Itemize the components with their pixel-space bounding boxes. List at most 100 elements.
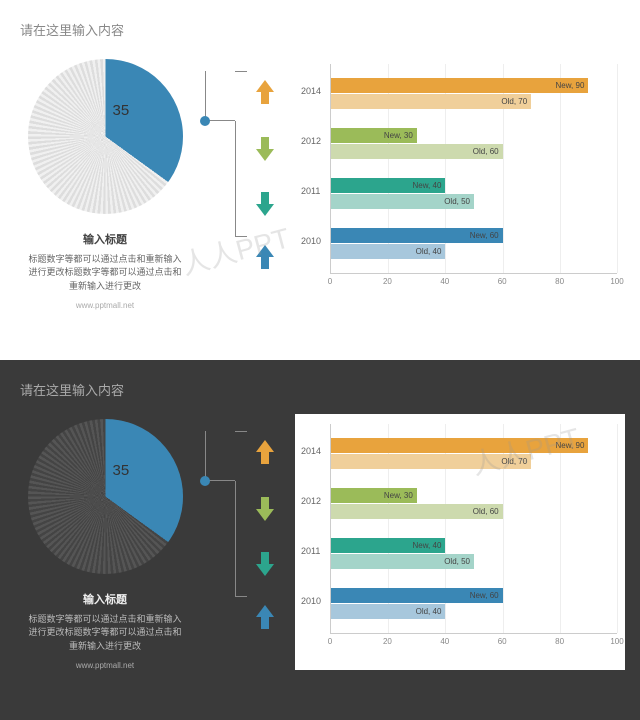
bar-new-label: New, 60 — [470, 591, 499, 600]
arrow-down-icon — [256, 135, 274, 161]
bar-old: Old, 40 — [331, 604, 445, 619]
connector — [205, 479, 240, 670]
arrows-column — [250, 54, 280, 310]
x-tick: 80 — [555, 277, 564, 286]
bar-new: New, 30 — [331, 488, 417, 503]
bar-chart: 2014 New, 90 Old, 70 2012 New, 30 Old, 60 2011… — [295, 54, 625, 310]
year-label: 2010 — [301, 236, 321, 246]
bar-new: New, 60 — [331, 588, 503, 603]
grid-line — [617, 424, 618, 633]
x-axis: 020406080100 — [330, 634, 617, 649]
chart-plot-area: 2014New, 90Old, 702012New, 30Old, 602011… — [330, 424, 617, 634]
pie-caption-body: 标题数字等都可以通过点击和重新输入 进行更改标题数字等都可以通过点击和 重新输入… — [28, 253, 181, 294]
x-tick: 20 — [383, 277, 392, 286]
arrow-up-icon — [256, 440, 274, 466]
bar-new: New, 40 — [331, 178, 445, 193]
bar-new: New, 60 — [331, 228, 503, 243]
bar-old: Old, 40 — [331, 244, 445, 259]
bar-old-label: Old, 70 — [501, 97, 527, 106]
bar-new-label: New, 40 — [412, 541, 441, 550]
slide-light: 请在这里输入内容 35 输入标题标题数字等都可以通过点击和重新输入 进行更改标题数字… — [0, 0, 640, 360]
footer-url: www.pptmall.net — [76, 661, 134, 670]
bar-old-label: Old, 70 — [501, 457, 527, 466]
arrow-down-icon — [256, 190, 274, 216]
arrow-down-icon — [256, 550, 274, 576]
x-tick: 40 — [440, 637, 449, 646]
arrow-up-icon — [256, 245, 274, 271]
bar-new-label: New, 30 — [384, 131, 413, 140]
bar-new-label: New, 30 — [384, 491, 413, 500]
year-group: 2010New, 60Old, 40 — [331, 582, 617, 624]
bar-new-label: New, 90 — [555, 441, 584, 450]
grid-line — [617, 64, 618, 273]
x-tick: 60 — [498, 637, 507, 646]
x-tick: 60 — [498, 277, 507, 286]
x-tick: 0 — [328, 637, 332, 646]
year-group: 2012New, 30Old, 60 — [331, 482, 617, 524]
chart-plot-area: 2014New, 90Old, 702012New, 30Old, 602011… — [330, 64, 617, 274]
bar-old: Old, 50 — [331, 554, 474, 569]
bar-chart: 2014 New, 90 Old, 70 2012 New, 30 Old, 60 2011… — [295, 414, 625, 670]
bar-old-label: Old, 40 — [416, 607, 442, 616]
bar-new-label: New, 40 — [412, 181, 441, 190]
bar-new: New, 90 — [331, 438, 588, 453]
bar-new: New, 30 — [331, 128, 417, 143]
content-row: 35 输入标题标题数字等都可以通过点击和重新输入 进行更改标题数字等都可以通过点击… — [15, 414, 625, 670]
pie-value-label: 35 — [113, 462, 130, 479]
bar-old: Old, 70 — [331, 454, 531, 469]
arrow-up-icon — [256, 605, 274, 631]
bar-old-label: Old, 60 — [473, 507, 499, 516]
arrows-column — [250, 414, 280, 670]
bar-new: New, 40 — [331, 538, 445, 553]
pie-slice — [28, 59, 183, 214]
pie-chart: 35 — [28, 419, 183, 574]
year-label: 2010 — [301, 596, 321, 606]
year-label: 2012 — [301, 136, 321, 146]
bar-old: Old, 60 — [331, 144, 503, 159]
header-text: 请在这里输入内容 — [15, 20, 625, 39]
arrow-down-icon — [256, 495, 274, 521]
pie-caption-body: 标题数字等都可以通过点击和重新输入 进行更改标题数字等都可以通过点击和 重新输入… — [28, 613, 181, 654]
year-label: 2011 — [301, 546, 320, 556]
bar-old: Old, 70 — [331, 94, 531, 109]
year-group: 2014New, 90Old, 70 — [331, 432, 617, 474]
pie-caption-title: 输入标题 — [28, 232, 181, 249]
year-label: 2012 — [301, 496, 321, 506]
bar-new-label: New, 60 — [470, 231, 499, 240]
year-group: 2014New, 90Old, 70 — [331, 72, 617, 114]
bar-old-label: Old, 50 — [444, 557, 470, 566]
pie-slice — [28, 419, 183, 574]
pie-column: 35 输入标题标题数字等都可以通过点击和重新输入 进行更改标题数字等都可以通过点击… — [15, 54, 195, 310]
x-tick: 40 — [440, 277, 449, 286]
year-group: 2011New, 40Old, 50 — [331, 172, 617, 214]
year-label: 2014 — [301, 86, 321, 96]
year-group: 2010New, 60Old, 40 — [331, 222, 617, 264]
bar-old: Old, 50 — [331, 194, 474, 209]
pie-chart: 35 — [28, 59, 183, 214]
year-group: 2011New, 40Old, 50 — [331, 532, 617, 574]
pie-value-label: 35 — [113, 102, 130, 119]
x-tick: 100 — [610, 277, 623, 286]
connector — [205, 119, 240, 310]
arrow-up-icon — [256, 80, 274, 106]
footer-url: www.pptmall.net — [76, 301, 134, 310]
year-label: 2011 — [301, 186, 320, 196]
year-group: 2012New, 30Old, 60 — [331, 122, 617, 164]
pie-caption: 输入标题标题数字等都可以通过点击和重新输入 进行更改标题数字等都可以通过点击和 … — [28, 592, 181, 653]
pie-caption-title: 输入标题 — [28, 592, 181, 609]
bar-old-label: Old, 60 — [473, 147, 499, 156]
slide-dark: 请在这里输入内容 35 输入标题标题数字等都可以通过点击和重新输入 进行更改标题数字… — [0, 360, 640, 720]
pie-column: 35 输入标题标题数字等都可以通过点击和重新输入 进行更改标题数字等都可以通过点击… — [15, 414, 195, 670]
pie-caption: 输入标题标题数字等都可以通过点击和重新输入 进行更改标题数字等都可以通过点击和 … — [28, 232, 181, 293]
content-row: 35 输入标题标题数字等都可以通过点击和重新输入 进行更改标题数字等都可以通过点击… — [15, 54, 625, 310]
bar-old-label: Old, 40 — [416, 247, 442, 256]
x-tick: 80 — [555, 637, 564, 646]
x-axis: 020406080100 — [330, 274, 617, 289]
x-tick: 20 — [383, 637, 392, 646]
year-label: 2014 — [301, 446, 321, 456]
bar-old: Old, 60 — [331, 504, 503, 519]
bar-old-label: Old, 50 — [444, 197, 470, 206]
x-tick: 100 — [610, 637, 623, 646]
header-text: 请在这里输入内容 — [15, 380, 625, 399]
bar-new: New, 90 — [331, 78, 588, 93]
